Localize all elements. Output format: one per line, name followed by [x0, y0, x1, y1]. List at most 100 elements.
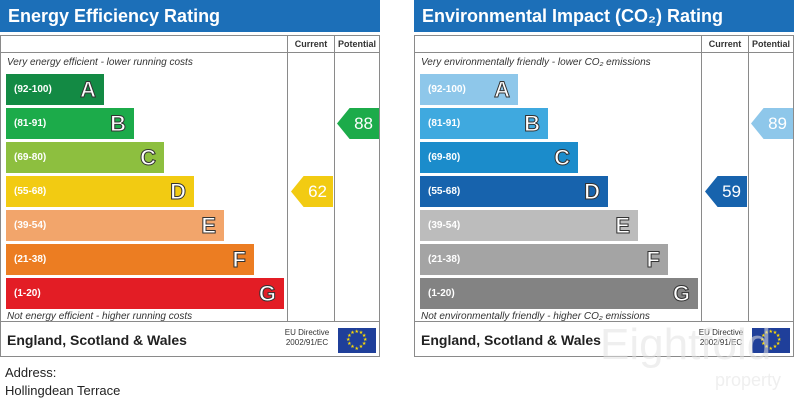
band-range: (39-54) — [428, 220, 461, 231]
flag-star-icon: ★ — [768, 328, 773, 335]
environmental-impact-panel: Environmental Impact (CO₂) Rating Curren… — [414, 0, 794, 357]
band-f: (21-38) F — [6, 244, 254, 275]
current-column-divider — [287, 36, 288, 321]
eu-directive: EU Directive 2002/91/EC — [279, 328, 335, 348]
flag-star-icon: ★ — [358, 329, 364, 336]
environment-title: Environmental Impact (CO₂) Rating — [414, 0, 794, 32]
band-letter: A — [494, 77, 511, 103]
band-letter: F — [232, 247, 246, 273]
potential-column-divider — [334, 36, 335, 321]
flag-star-icon: ★ — [761, 341, 766, 348]
band-range: (55-68) — [14, 186, 47, 197]
band-b: (81-91) B — [6, 108, 134, 139]
energy-title: Energy Efficiency Rating — [0, 0, 380, 32]
energy-chart-frame: Current Potential Very energy efficient … — [0, 35, 380, 357]
band-range: (1-20) — [428, 288, 455, 299]
potential-column-divider — [748, 36, 749, 321]
band-b: (81-91) B — [420, 108, 548, 139]
address-value: Hollingdean Terrace — [5, 383, 121, 398]
flag-star-icon: ★ — [361, 341, 367, 348]
footer-divider — [415, 321, 793, 322]
top-note: Very environmentally friendly - lower CO… — [421, 57, 651, 68]
region-label: England, Scotland & Wales — [7, 332, 187, 348]
band-letter: C — [140, 145, 157, 171]
band-g: (1-20) G — [6, 278, 284, 309]
flag-star-icon: ★ — [363, 337, 368, 343]
current-rating-arrow: 59 — [705, 176, 747, 207]
potential-column-header: Potential — [337, 39, 376, 49]
band-range: (39-54) — [14, 220, 47, 231]
current-column-header: Current — [708, 39, 742, 49]
band-d: (55-68) D — [6, 176, 194, 207]
band-c: (69-80) C — [6, 142, 164, 173]
address-block: Address: Hollingdean Terrace — [5, 364, 120, 400]
band-letter: G — [672, 281, 690, 307]
band-range: (21-38) — [428, 254, 461, 265]
flag-star-icon: ★ — [350, 344, 355, 351]
bottom-note: Not energy efficient - higher running co… — [7, 311, 193, 322]
flag-star-icon: ★ — [358, 344, 364, 351]
energy-efficiency-panel: Energy Efficiency Rating Current Potenti… — [0, 0, 380, 357]
footer-divider — [1, 321, 379, 322]
band-e: (39-54) E — [6, 210, 224, 241]
flag-star-icon: ★ — [772, 329, 778, 336]
current-column-divider — [701, 36, 702, 321]
flag-star-icon: ★ — [768, 345, 773, 352]
bottom-note: Not environmentally friendly - higher CO… — [421, 311, 650, 322]
eu-flag-icon: ★ ★ ★ ★ ★ ★ ★ ★ ★ ★ ★ ★ — [338, 328, 376, 353]
band-letter: G — [258, 281, 276, 307]
band-g: (1-20) G — [420, 278, 698, 309]
band-letter: A — [80, 77, 97, 103]
band-range: (92-100) — [428, 84, 466, 95]
band-letter: B — [524, 111, 541, 137]
band-range: (55-68) — [428, 186, 461, 197]
potential-column-header: Potential — [751, 39, 790, 49]
address-label: Address: — [5, 365, 57, 380]
flag-star-icon: ★ — [361, 332, 367, 339]
band-letter: D — [584, 179, 601, 205]
flag-star-icon: ★ — [764, 329, 769, 336]
flag-star-icon: ★ — [775, 332, 781, 339]
watermark-subtext: property — [715, 370, 782, 390]
directive-line-2: 2002/91/EC — [285, 338, 329, 347]
band-letter: B — [110, 111, 127, 137]
band-range: (69-80) — [428, 152, 461, 163]
flag-star-icon: ★ — [777, 337, 782, 343]
region-label: England, Scotland & Wales — [421, 332, 601, 348]
band-e: (39-54) E — [420, 210, 638, 241]
directive-line-2: 2002/91/EC — [699, 338, 743, 347]
band-range: (81-91) — [14, 118, 47, 129]
band-letter: C — [554, 145, 571, 171]
flag-star-icon: ★ — [761, 332, 766, 339]
flag-star-icon: ★ — [354, 328, 359, 335]
band-range: (92-100) — [14, 84, 52, 95]
band-letter: E — [201, 213, 217, 239]
potential-rating-arrow: 88 — [337, 108, 379, 139]
flag-star-icon: ★ — [347, 341, 352, 348]
header-divider — [415, 52, 793, 53]
current-column-header: Current — [294, 39, 328, 49]
band-range: (21-38) — [14, 254, 47, 265]
eu-directive: EU Directive 2002/91/EC — [693, 328, 749, 348]
band-letter: D — [170, 179, 187, 205]
band-range: (1-20) — [14, 288, 41, 299]
directive-line-1: EU Directive — [698, 328, 744, 337]
eu-flag-icon: ★ ★ ★ ★ ★ ★ ★ ★ ★ ★ ★ ★ — [752, 328, 790, 353]
band-d: (55-68) D — [420, 176, 608, 207]
flag-star-icon: ★ — [775, 341, 781, 348]
band-c: (69-80) C — [420, 142, 578, 173]
flag-star-icon: ★ — [347, 332, 352, 339]
band-range: (81-91) — [428, 118, 461, 129]
flag-star-icon: ★ — [350, 329, 355, 336]
current-rating-arrow: 62 — [291, 176, 333, 207]
flag-star-icon: ★ — [772, 344, 778, 351]
band-letter: F — [646, 247, 660, 273]
band-range: (69-80) — [14, 152, 47, 163]
flag-star-icon: ★ — [354, 345, 359, 352]
flag-star-icon: ★ — [764, 344, 769, 351]
band-letter: E — [615, 213, 631, 239]
header-divider — [1, 52, 379, 53]
flag-star-icon: ★ — [346, 337, 351, 343]
environment-chart-frame: Current Potential Very environmentally f… — [414, 35, 794, 357]
flag-star-icon: ★ — [760, 337, 765, 343]
